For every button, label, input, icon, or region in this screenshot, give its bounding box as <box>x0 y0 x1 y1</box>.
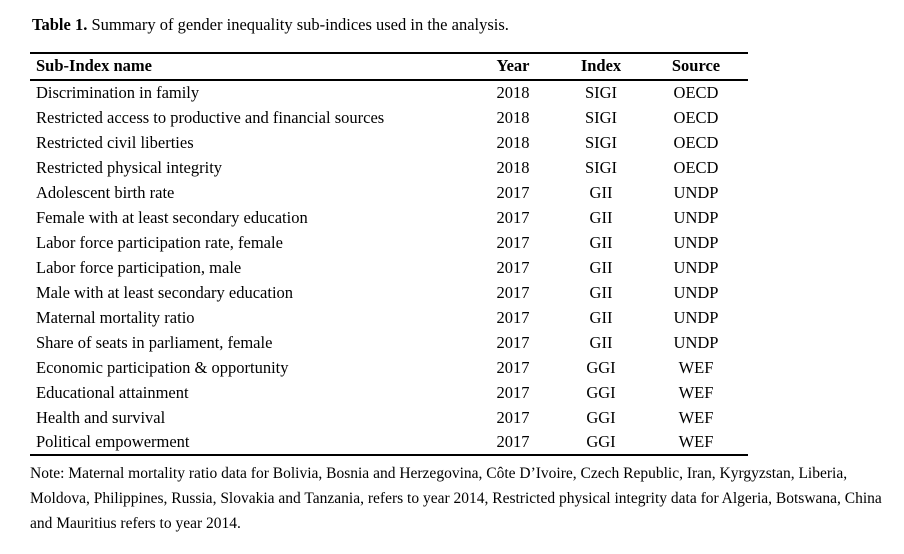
year-cell: 2017 <box>496 282 530 302</box>
index-cell: GII <box>589 182 613 202</box>
subindex-name-cell: Restricted physical integrity <box>36 157 223 177</box>
subindex-name-cell: Health and survival <box>36 407 166 427</box>
table-row: Political empowerment 2017 GGI WEF <box>30 430 748 455</box>
table-header: Sub-Index name Year Index Source <box>30 53 748 81</box>
index-cell: GGI <box>586 407 616 427</box>
column-header-subindex-name: Sub-Index name <box>30 53 468 81</box>
year-cell: 2018 <box>496 107 530 127</box>
index-cell: GII <box>589 257 613 277</box>
index-cell: GII <box>589 307 613 327</box>
source-cell: WEF <box>678 357 714 377</box>
index-cell: SIGI <box>584 157 618 177</box>
source-cell: UNDP <box>673 232 719 252</box>
index-cell: GII <box>589 232 613 252</box>
source-cell: OECD <box>673 132 719 152</box>
table-note: Note: Maternal mortality ratio data for … <box>30 465 882 532</box>
subindex-name-cell: Labor force participation, male <box>36 257 242 277</box>
source-cell: UNDP <box>673 207 719 227</box>
table-row: Labor force participation, male 2017 GII UN… <box>30 255 748 280</box>
index-cell: GII <box>589 332 613 352</box>
table-row: Educational attainment 2017 GGI WEF <box>30 380 748 405</box>
year-cell: 2018 <box>496 132 530 152</box>
table-body: Discrimination in family 2018 SIGI OECD Rest… <box>30 80 748 455</box>
subindex-name-cell: Share of seats in parliament, female <box>36 332 273 352</box>
table-row: Female with at least secondary education… <box>30 205 748 230</box>
table-row: Discrimination in family 2018 SIGI OECD <box>30 80 748 105</box>
index-cell: GII <box>589 282 613 302</box>
table-caption-label: Table 1. <box>32 15 88 34</box>
year-cell: 2017 <box>496 332 530 352</box>
year-cell: 2017 <box>496 207 530 227</box>
year-cell: 2017 <box>496 232 530 252</box>
table-row: Adolescent birth rate 2017 GII UNDP <box>30 180 748 205</box>
subindex-name-cell: Labor force participation rate, female <box>36 232 283 252</box>
year-cell: 2017 <box>496 182 530 202</box>
year-cell: 2017 <box>496 432 530 451</box>
year-cell: 2017 <box>496 407 530 427</box>
source-cell: UNDP <box>673 332 719 352</box>
year-cell: 2017 <box>496 307 530 327</box>
table-row: Economic participation & opportunity 2017… <box>30 355 748 380</box>
source-cell: WEF <box>678 407 714 427</box>
source-cell: OECD <box>673 157 719 177</box>
index-cell: GII <box>589 207 613 227</box>
source-cell: WEF <box>678 432 714 451</box>
index-cell: GGI <box>586 432 616 451</box>
source-cell: UNDP <box>673 307 719 327</box>
year-cell: 2018 <box>496 83 530 102</box>
table-row: Health and survival 2017 GGI WEF <box>30 405 748 430</box>
index-cell: GGI <box>586 382 616 402</box>
source-cell: UNDP <box>673 257 719 277</box>
column-header-source: Source <box>644 53 748 81</box>
subindex-name-cell: Maternal mortality ratio <box>36 307 195 327</box>
subindex-name-cell: Male with at least secondary education <box>36 282 294 302</box>
year-cell: 2017 <box>496 257 530 277</box>
source-cell: UNDP <box>673 282 719 302</box>
source-cell: WEF <box>678 382 714 402</box>
index-cell: SIGI <box>584 132 618 152</box>
subindex-name-cell: Discrimination in family <box>36 83 200 102</box>
source-cell: OECD <box>673 107 719 127</box>
source-cell: OECD <box>673 83 719 102</box>
subindex-name-cell: Educational attainment <box>36 382 189 402</box>
table-caption: Table 1. Summary of gender inequality su… <box>32 15 886 35</box>
subindex-name-cell: Adolescent birth rate <box>36 182 175 202</box>
source-cell: UNDP <box>673 182 719 202</box>
table-row: Share of seats in parliament, female 2017… <box>30 330 748 355</box>
table-row: Labor force participation rate, female 20… <box>30 230 748 255</box>
year-cell: 2017 <box>496 382 530 402</box>
index-cell: GGI <box>586 357 616 377</box>
table-header-row: Sub-Index name Year Index Source <box>30 53 748 81</box>
subindex-name-cell: Economic participation & opportunity <box>36 357 289 377</box>
table-row: Restricted access to productive and fina… <box>30 105 748 130</box>
table-caption-text: Summary of gender inequality sub-indices… <box>87 15 509 34</box>
index-cell: SIGI <box>584 107 618 127</box>
index-cell: SIGI <box>584 83 618 102</box>
column-header-year: Year <box>468 53 558 81</box>
column-header-index: Index <box>558 53 644 81</box>
year-cell: 2018 <box>496 157 530 177</box>
subindex-name-cell: Restricted civil liberties <box>36 132 194 152</box>
subindex-name-cell: Female with at least secondary education <box>36 207 308 227</box>
table-row: Restricted physical integrity 2018 SIGI OEC… <box>30 155 748 180</box>
table-row: Male with at least secondary education 20… <box>30 280 748 305</box>
subindex-name-cell: Restricted access to productive and fina… <box>36 107 385 127</box>
sub-indices-table: Sub-Index name Year Index Source Discrim… <box>30 52 748 456</box>
table-row: Restricted civil liberties 2018 SIGI OECD <box>30 130 748 155</box>
table-row: Maternal mortality ratio 2017 GII UNDP <box>30 305 748 330</box>
year-cell: 2017 <box>496 357 530 377</box>
subindex-name-cell: Political empowerment <box>36 432 190 451</box>
